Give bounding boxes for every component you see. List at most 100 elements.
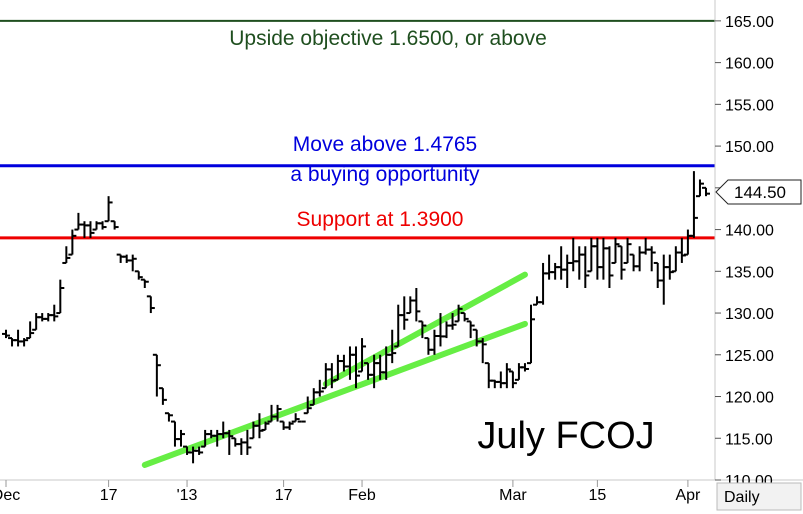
price-bar	[442, 321, 451, 339]
price-bar	[539, 262, 548, 305]
periodicity-label: Daily	[724, 489, 760, 506]
price-bar	[635, 246, 644, 272]
price-bar	[659, 254, 668, 305]
price-bar	[418, 320, 427, 339]
price-bar	[527, 304, 535, 365]
price-bar	[231, 437, 240, 447]
price-bar	[406, 296, 415, 315]
annotation-support: Support at 1.3900	[297, 208, 464, 231]
price-bar	[400, 296, 409, 330]
price-bar	[291, 413, 300, 423]
price-bar	[617, 245, 626, 280]
horizontal-lines	[0, 19, 715, 240]
price-bar	[56, 279, 65, 315]
price-bar	[339, 354, 348, 372]
y-tick-label: 155.00	[725, 97, 774, 114]
price-bar	[502, 363, 511, 389]
price-bar	[261, 421, 270, 431]
y-axis: 165.00160.00155.00150.00145.00140.00135.…	[715, 14, 774, 490]
price-bar	[466, 320, 475, 339]
trendlines	[141, 271, 528, 468]
x-axis: Dec 17 '13 17 Feb Mar 15 Apr	[0, 480, 701, 504]
price-bar	[581, 246, 590, 288]
x-tick-label: 17	[100, 487, 118, 504]
price-bar	[86, 221, 95, 238]
price-bar	[255, 413, 264, 439]
x-tick-label: Dec	[0, 487, 20, 504]
price-bar	[225, 429, 234, 455]
price-bar	[50, 304, 59, 322]
price-bar	[623, 237, 632, 264]
price-bar	[20, 338, 29, 347]
last-price-label: 144.50	[734, 183, 786, 202]
price-bar	[593, 237, 602, 280]
price-bar	[533, 296, 542, 306]
price-bar	[689, 171, 698, 238]
x-tick-label: Mar	[499, 487, 527, 504]
price-bar	[273, 404, 282, 422]
price-bar	[104, 196, 113, 223]
price-bar	[599, 237, 608, 280]
trendline-upper	[322, 271, 528, 387]
price-bar	[695, 179, 704, 198]
price-bar	[545, 254, 554, 280]
price-bar	[285, 421, 294, 430]
price-bar	[563, 254, 572, 288]
x-tick-label: '13	[177, 487, 198, 504]
price-bar	[152, 353, 161, 397]
y-tick-label: 165.00	[725, 14, 774, 31]
y-tick-label: 150.00	[725, 139, 774, 156]
price-bar	[508, 370, 517, 389]
price-bar	[454, 304, 463, 323]
price-bar	[629, 253, 638, 272]
price-bar	[575, 246, 584, 280]
price-bar	[195, 446, 204, 455]
price-bar	[478, 338, 487, 364]
chart-title: July FCOJ	[477, 415, 654, 457]
last-price-box	[715, 179, 802, 205]
x-tick-label: Apr	[675, 487, 701, 504]
y-tick-label: 125.00	[725, 348, 774, 365]
price-bar	[303, 396, 312, 415]
price-bar	[520, 363, 529, 372]
price-bar	[146, 295, 155, 314]
x-tick-label: 17	[275, 487, 293, 504]
y-tick-label: 115.00	[725, 431, 773, 448]
price-bar	[611, 237, 620, 264]
price-bar	[358, 338, 367, 373]
price-bar	[514, 363, 523, 381]
price-bar	[128, 254, 137, 272]
price-bar	[170, 420, 179, 447]
price-bar	[424, 337, 433, 355]
price-bar	[177, 429, 185, 447]
price-bar	[122, 254, 131, 263]
price-bar	[98, 221, 107, 230]
price-bar	[647, 246, 656, 272]
last-price-marker: 144.50	[715, 179, 802, 205]
y-tick-label: 140.00	[725, 223, 774, 240]
price-bar	[237, 438, 246, 455]
y-tick-label: 130.00	[725, 306, 774, 323]
price-bar	[140, 278, 149, 288]
periodicity-button[interactable]	[716, 482, 802, 511]
price-bar	[315, 379, 324, 397]
annotation-upside-objective: Upside objective 1.6500, or above	[229, 27, 547, 50]
price-bar	[569, 237, 578, 272]
price-bar	[683, 229, 692, 256]
price-bar	[62, 246, 71, 264]
price-bar	[279, 420, 288, 430]
price-bar	[702, 186, 710, 197]
trendline-lower	[141, 320, 528, 468]
price-bar	[605, 246, 614, 288]
price-bar	[388, 329, 397, 364]
price-bars	[2, 171, 710, 464]
price-bar	[430, 329, 439, 355]
price-bar	[158, 387, 167, 405]
price-bar	[677, 237, 686, 263]
price-bar	[68, 229, 77, 256]
price-bar	[26, 321, 35, 340]
x-tick-label: Feb	[348, 487, 376, 504]
annotation-breakout-line2: a buying opportunity	[290, 163, 480, 186]
price-bar	[38, 313, 47, 322]
